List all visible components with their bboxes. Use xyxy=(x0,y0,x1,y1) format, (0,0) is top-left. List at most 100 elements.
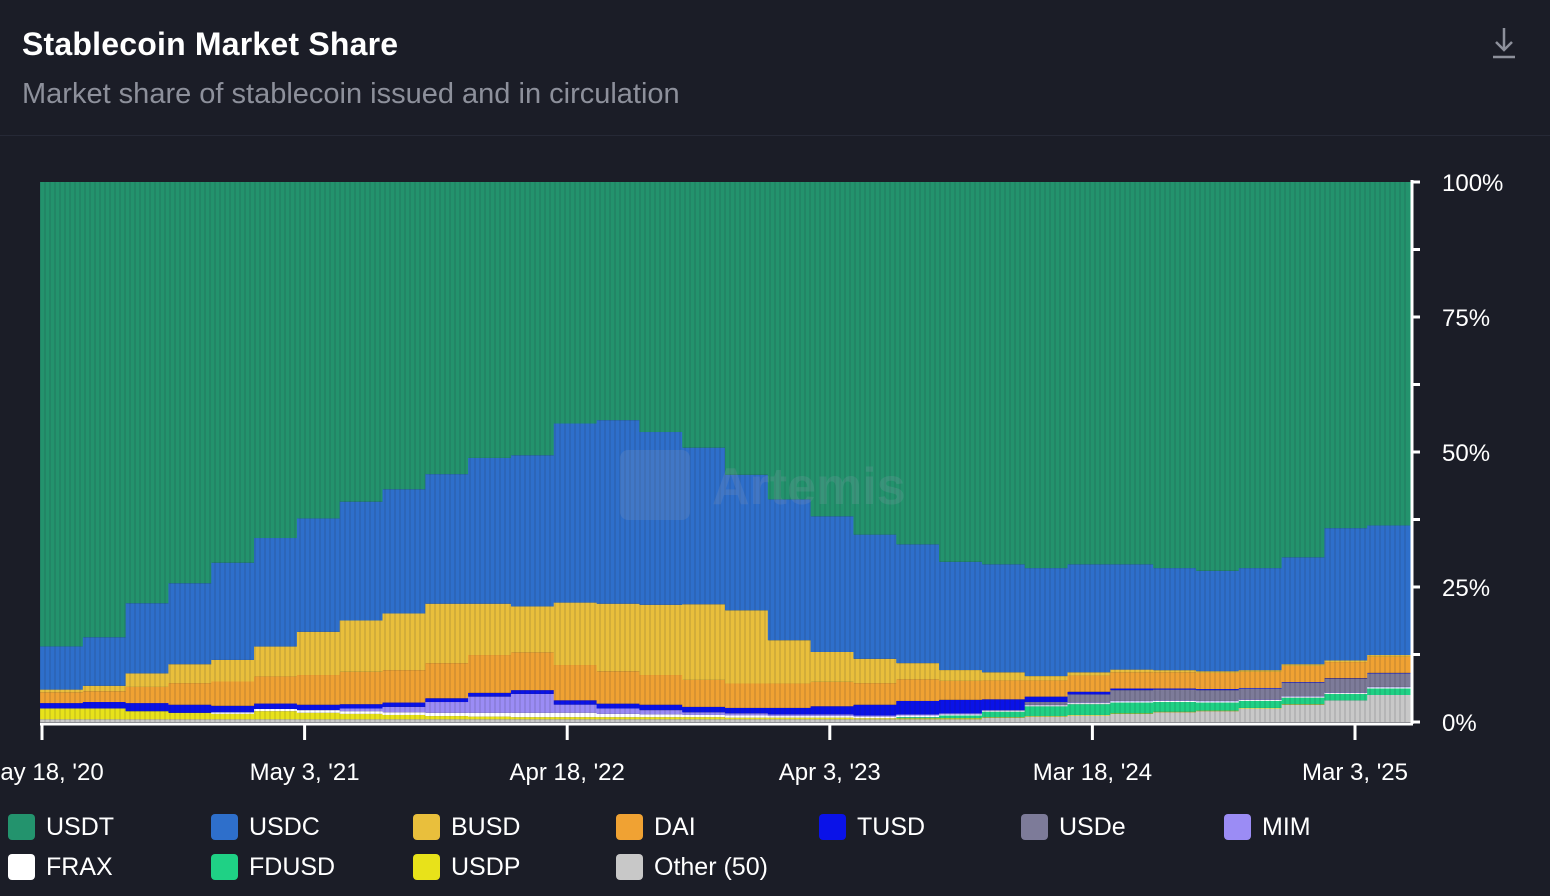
bar-segment-tusd[interactable] xyxy=(1281,682,1325,683)
bar-segment-fdusd[interactable] xyxy=(1281,697,1325,705)
bar-segment-other-50[interactable] xyxy=(810,719,855,722)
bar-segment-fdusd[interactable] xyxy=(1067,704,1111,715)
bar-segment-usdt[interactable] xyxy=(425,182,469,475)
bar-segment-frax[interactable] xyxy=(1281,696,1325,698)
bar-segment-tusd[interactable] xyxy=(725,707,769,714)
bar-segment-tusd[interactable] xyxy=(639,704,683,711)
bar-segment-usdc[interactable] xyxy=(596,420,640,604)
download-button[interactable] xyxy=(1484,24,1524,64)
bar-segment-usdc[interactable] xyxy=(725,474,769,611)
bar-segment-dai[interactable] xyxy=(296,675,341,705)
bar-segment-other-50[interactable] xyxy=(553,719,598,722)
bar-segment-usdc[interactable] xyxy=(896,544,940,664)
legend-item-mim[interactable]: MIM xyxy=(1224,812,1311,842)
bar-segment-other-50[interactable] xyxy=(211,719,255,722)
bar-segment-frax[interactable] xyxy=(1324,692,1368,694)
bar-segment-usdp[interactable] xyxy=(1195,710,1240,712)
bar-segment-usdp[interactable] xyxy=(939,718,983,720)
bar-segment-frax[interactable] xyxy=(1238,699,1283,701)
bar-segment-usdc[interactable] xyxy=(168,583,212,665)
bar-segment-tusd[interactable] xyxy=(339,704,384,709)
bar-segment-usdc[interactable] xyxy=(510,455,555,607)
bar-segment-busd[interactable] xyxy=(40,689,84,693)
bar-segment-tusd[interactable] xyxy=(1238,687,1283,689)
bar-segment-usdp[interactable] xyxy=(339,713,384,720)
bar-segment-usdp[interactable] xyxy=(639,717,683,720)
bar-segment-usdt[interactable] xyxy=(82,182,127,638)
bar-segment-usdc[interactable] xyxy=(853,534,897,659)
bar-segment-other-50[interactable] xyxy=(510,719,555,722)
bar-segment-busd[interactable] xyxy=(1367,655,1411,657)
bar-segment-usdc[interactable] xyxy=(1324,528,1368,661)
bar-segment-dai[interactable] xyxy=(468,655,512,693)
bar-segment-frax[interactable] xyxy=(425,712,469,717)
bar-segment-tusd[interactable] xyxy=(853,704,897,716)
bar-segment-usdp[interactable] xyxy=(767,717,812,720)
bar-segment-usde[interactable] xyxy=(1110,690,1154,701)
bar-segment-busd[interactable] xyxy=(639,604,683,676)
bar-segment-usdt[interactable] xyxy=(725,182,769,475)
bar-segment-other-50[interactable] xyxy=(853,719,897,722)
bar-segment-usdp[interactable] xyxy=(682,717,726,720)
bar-segment-other-50[interactable] xyxy=(1067,715,1111,722)
bar-segment-usdp[interactable] xyxy=(82,708,127,720)
bar-segment-mim[interactable] xyxy=(382,706,426,713)
bar-segment-other-50[interactable] xyxy=(1195,711,1240,722)
bar-segment-mim[interactable] xyxy=(810,714,855,717)
bar-segment-dai[interactable] xyxy=(125,686,170,704)
bar-segment-fdusd[interactable] xyxy=(1195,702,1240,711)
bar-segment-mim[interactable] xyxy=(1195,700,1240,702)
bar-segment-tusd[interactable] xyxy=(211,705,255,713)
bar-segment-other-50[interactable] xyxy=(896,719,940,722)
bar-segment-tusd[interactable] xyxy=(1110,688,1154,691)
bar-segment-mim[interactable] xyxy=(468,696,512,713)
bar-segment-usdc[interactable] xyxy=(1367,525,1411,656)
bar-segment-usdp[interactable] xyxy=(1153,711,1197,713)
bar-segment-dai[interactable] xyxy=(596,671,640,704)
bar-segment-usdp[interactable] xyxy=(1110,713,1154,714)
bar-segment-mim[interactable] xyxy=(510,693,555,713)
bar-segment-usdp[interactable] xyxy=(510,717,555,720)
bar-segment-dai[interactable] xyxy=(939,680,983,700)
bar-segment-usdp[interactable] xyxy=(596,717,640,720)
bar-segment-tusd[interactable] xyxy=(254,703,298,709)
bar-segment-fdusd[interactable] xyxy=(1324,693,1368,701)
legend-item-fdusd[interactable]: FDUSD xyxy=(211,852,335,882)
bar-segment-other-50[interactable] xyxy=(125,719,170,722)
bar-segment-dai[interactable] xyxy=(40,692,84,704)
bar-segment-frax[interactable] xyxy=(382,712,426,715)
legend-item-dai[interactable]: DAI xyxy=(616,812,696,842)
bar-segment-usdp[interactable] xyxy=(211,713,255,720)
bar-segment-usdt[interactable] xyxy=(596,182,640,421)
bar-segment-usdt[interactable] xyxy=(1110,182,1154,565)
bar-segment-usdt[interactable] xyxy=(1153,182,1197,569)
bar-segment-usdt[interactable] xyxy=(382,182,426,490)
bar-segment-mim[interactable] xyxy=(339,708,384,712)
bar-segment-tusd[interactable] xyxy=(1067,691,1111,695)
bar-segment-other-50[interactable] xyxy=(1238,708,1283,723)
bar-segment-busd[interactable] xyxy=(1281,664,1325,666)
bar-segment-mim[interactable] xyxy=(639,710,683,715)
bar-segment-frax[interactable] xyxy=(596,713,640,718)
bar-segment-busd[interactable] xyxy=(382,613,426,671)
bar-segment-usdt[interactable] xyxy=(296,182,341,519)
bar-segment-tusd[interactable] xyxy=(682,706,726,713)
bar-segment-usdc[interactable] xyxy=(981,564,1026,673)
bar-segment-dai[interactable] xyxy=(767,683,812,708)
bar-segment-mim[interactable] xyxy=(1238,699,1283,700)
bar-segment-usde[interactable] xyxy=(1238,688,1283,700)
legend-item-frax[interactable]: FRAX xyxy=(8,852,113,882)
bar-segment-usdc[interactable] xyxy=(1281,557,1325,665)
bar-segment-busd[interactable] xyxy=(896,663,940,680)
bar-segment-mim[interactable] xyxy=(553,704,598,713)
bar-segment-usdt[interactable] xyxy=(682,182,726,448)
bar-segment-mim[interactable] xyxy=(767,714,812,717)
bar-segment-usdt[interactable] xyxy=(1238,182,1283,569)
bar-segment-busd[interactable] xyxy=(425,603,469,664)
bar-segment-frax[interactable] xyxy=(468,712,512,717)
bar-segment-frax[interactable] xyxy=(853,716,897,719)
bar-segment-tusd[interactable] xyxy=(1153,688,1197,690)
bar-segment-busd[interactable] xyxy=(596,603,640,672)
bar-segment-other-50[interactable] xyxy=(596,719,640,722)
legend-item-tusd[interactable]: TUSD xyxy=(819,812,925,842)
